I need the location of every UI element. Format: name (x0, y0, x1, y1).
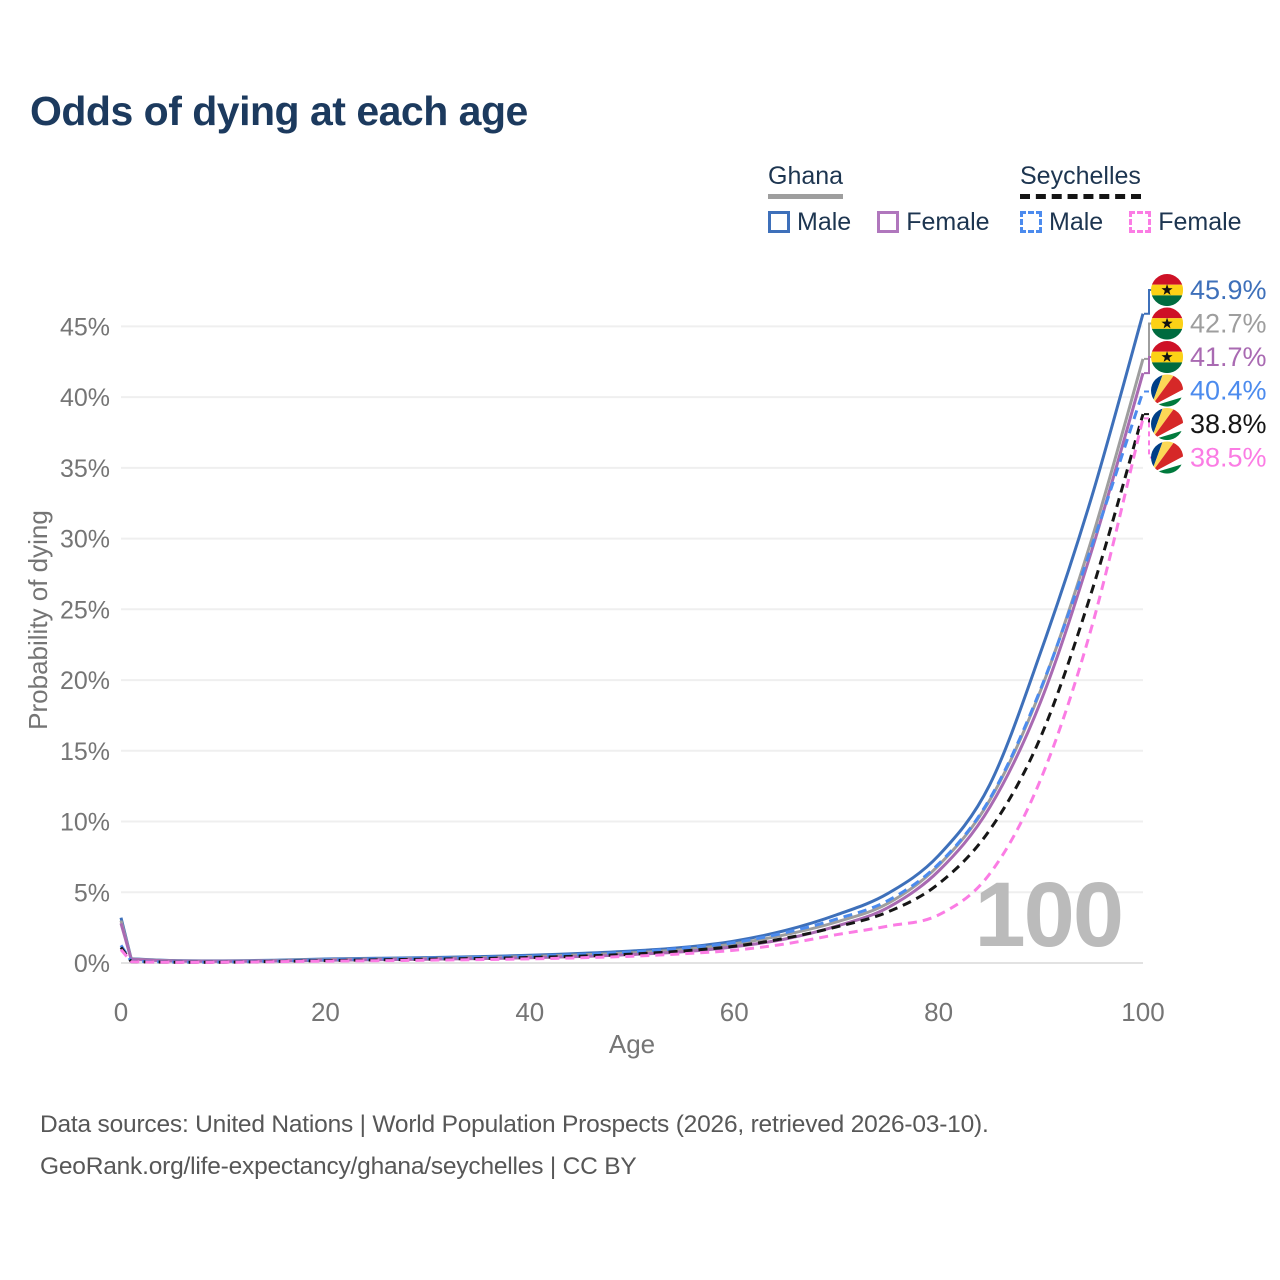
end-value-label: 38.8% (1190, 409, 1267, 439)
y-tick-label: 10% (60, 809, 110, 837)
legend-item-label: Male (1049, 207, 1104, 236)
x-tick-label: 80 (924, 997, 953, 1027)
seychelles-male-swatch-icon (1020, 211, 1042, 234)
y-tick-label: 45% (60, 313, 110, 341)
end-value-label: 45.9% (1190, 275, 1267, 305)
legend-group-title-ghana[interactable]: Ghana (768, 162, 844, 199)
legend-items-ghana: Male Female (768, 208, 990, 237)
x-tick-label: 40 (515, 997, 544, 1027)
legend-item-label: Male (797, 207, 852, 236)
y-axis-title: Probability of dying (23, 510, 53, 730)
footer: Data sources: United Nations | World Pop… (40, 1104, 989, 1188)
legend-item-seychelles-male[interactable]: Male (1020, 208, 1103, 237)
watermark-age-100: 100 (975, 864, 1123, 966)
legend-group-seychelles: Seychelles Male Female (1020, 162, 1242, 237)
legend-item-label: Female (906, 207, 990, 236)
page-title: Odds of dying at each age (30, 88, 528, 134)
ghana-flag-icon (1151, 341, 1184, 374)
end-value-label: 42.7% (1190, 309, 1267, 339)
seychelles-flag-icon (1151, 441, 1184, 474)
footer-sources-line: Data sources: United Nations | World Pop… (40, 1111, 989, 1138)
y-tick-label: 15% (60, 738, 110, 766)
legend-item-seychelles-female[interactable]: Female (1129, 207, 1242, 237)
chart-legend: Ghana Male Female Seychelles Male (0, 162, 1270, 252)
y-tick-label: 20% (60, 667, 110, 695)
end-label-connector (1144, 322, 1152, 360)
end-value-label: 41.7% (1190, 342, 1267, 372)
ghana-female-swatch-icon (877, 211, 900, 234)
legend-group-title-seychelles[interactable]: Seychelles (1020, 162, 1141, 199)
legend-item-label: Female (1158, 207, 1242, 236)
legend-item-ghana-male[interactable]: Male (768, 208, 851, 237)
legend-group-ghana: Ghana Male Female (768, 162, 990, 237)
y-tick-label: 0% (74, 950, 110, 978)
y-tick-label: 40% (60, 384, 110, 412)
end-label-connector (1144, 356, 1152, 375)
ghana-flag-icon (1151, 307, 1184, 340)
black-star-icon (1161, 284, 1173, 295)
ghana-flag-icon (1151, 274, 1184, 307)
x-tick-label: 0 (114, 997, 128, 1027)
end-label-connector (1144, 417, 1152, 459)
legend-items-seychelles: Male Female (1020, 208, 1242, 237)
x-tick-label: 20 (311, 997, 340, 1027)
y-tick-label: 25% (60, 596, 110, 624)
footer-attribution-line: GeoRank.org/life-expectancy/ghana/seyche… (40, 1153, 637, 1181)
end-label-connector (1144, 289, 1152, 315)
x-axis-title: Age (609, 1029, 655, 1059)
y-tick-label: 35% (60, 455, 110, 483)
seychelles-female-swatch-icon (1129, 211, 1152, 234)
seychelles-flag-icon (1151, 408, 1184, 441)
end-value-label: 38.5% (1190, 443, 1267, 473)
ghana-male-swatch-icon (768, 211, 790, 234)
end-label-connector (1144, 389, 1152, 393)
seychelles-flag-icon (1151, 374, 1184, 407)
legend-item-ghana-female[interactable]: Female (877, 207, 990, 237)
black-star-icon (1161, 351, 1173, 362)
y-tick-label: 5% (74, 879, 110, 907)
x-tick-label: 60 (720, 997, 749, 1027)
x-tick-label: 100 (1121, 997, 1164, 1027)
end-value-label: 40.4% (1190, 376, 1267, 406)
black-star-icon (1161, 317, 1173, 329)
y-tick-label: 30% (60, 526, 110, 554)
series-line-seychelles-female[interactable] (119, 418, 1145, 964)
